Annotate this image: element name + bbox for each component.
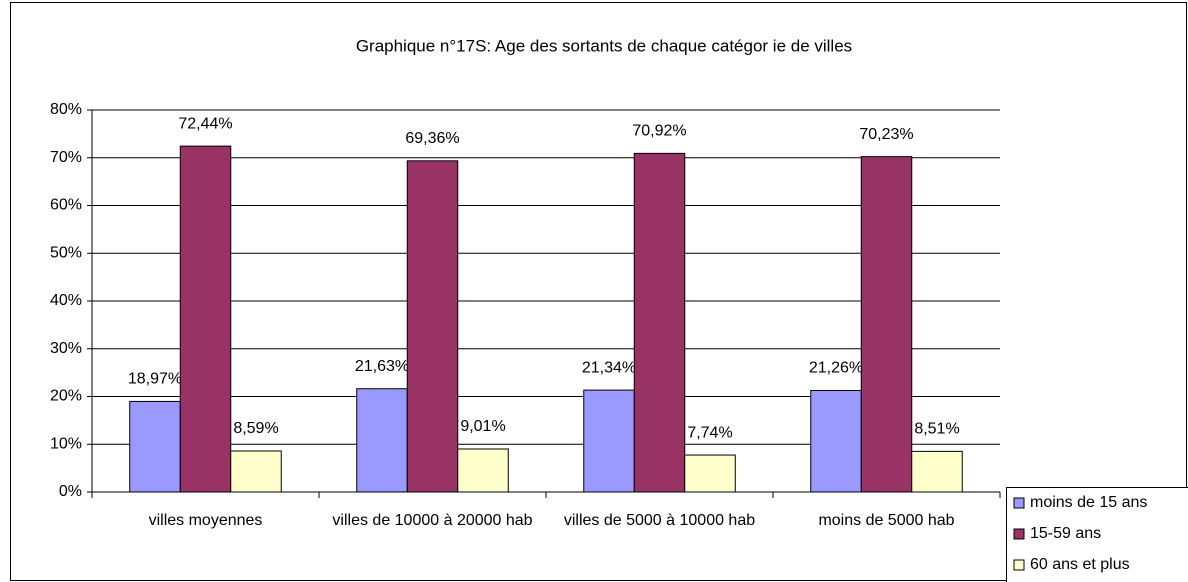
y-tick-label: 40% [50,292,82,309]
data-label: 8,51% [914,421,959,438]
x-tick-label: villes de 10000 à 20000 hab [332,512,533,529]
bar [633,152,686,493]
x-tick-label: moins de 5000 hab [818,512,955,529]
bar [457,448,509,493]
bar [129,400,181,493]
legend-label: 60 ans et plus [1030,556,1130,573]
bar [406,160,459,493]
bar [583,389,635,493]
data-label: 21,34% [582,359,636,376]
data-label: 18,97% [128,371,182,388]
legend-box [1006,487,1188,582]
data-label: 70,92% [632,123,686,140]
data-label: 7,74% [687,424,732,441]
bar [179,145,232,493]
bar [911,450,963,493]
data-label: 72,44% [178,115,232,132]
data-label: 70,23% [859,126,913,143]
y-tick-label: 50% [50,244,82,261]
data-label: 69,36% [405,130,459,147]
bar [230,450,282,493]
bar [810,389,862,493]
y-tick-label: 70% [50,149,82,166]
bar [684,454,736,493]
y-tick-label: 10% [50,435,82,452]
y-tick-label: 80% [50,101,82,118]
data-label: 8,59% [233,420,278,437]
x-tick-label: villes moyennes [148,512,263,529]
chart-title: Graphique n°17S: Age des sortants de cha… [356,36,852,55]
bar [860,156,913,493]
data-label: 21,63% [355,358,409,375]
legend-swatch [1013,528,1025,540]
y-tick-label: 30% [50,340,82,357]
y-tick-label: 60% [50,197,82,214]
bar [356,388,408,493]
data-label: 21,26% [809,360,863,377]
legend-swatch [1013,559,1025,571]
legend-label: 15-59 ans [1030,525,1101,542]
legend-label: moins de 15 ans [1030,494,1147,511]
y-tick-label: 20% [50,388,82,405]
y-tick-label: 0% [59,483,82,500]
data-label: 9,01% [460,418,505,435]
legend-swatch [1013,497,1025,509]
x-tick-label: villes de 5000 à 10000 hab [563,512,756,529]
